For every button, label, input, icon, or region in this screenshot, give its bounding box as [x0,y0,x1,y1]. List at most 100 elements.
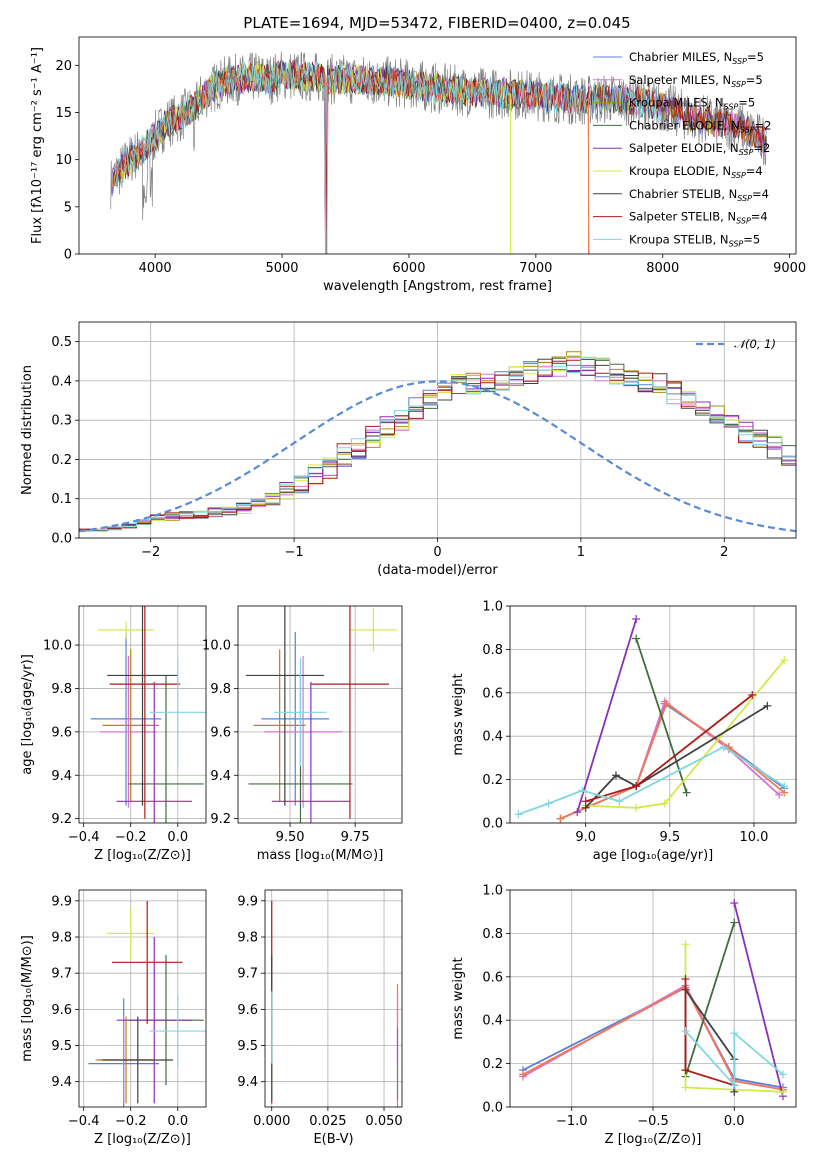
series-marker [632,634,641,643]
y-tick-label: 0.0 [482,817,503,832]
legend-text: Kroupa ELODIE, N [629,164,731,178]
x-axis-label: mass [log₁₀(M/M⊙)] [257,848,384,863]
series-marker [780,656,789,665]
x-tick-label: −1.0 [556,1114,588,1129]
series-line-chabrier_stelib [585,705,768,809]
x-tick-label: 1 [577,545,585,560]
y-tick-label: 0 [64,248,72,263]
y-tick-label: 9.9 [237,894,258,909]
series-marker [779,1070,787,1079]
axes-frame [509,889,797,1108]
legend-text: Chabrier STELIB, N [629,187,737,201]
legend-eq: =4 [751,210,768,224]
errorbar-point [274,658,327,767]
plot-area-spectrum [110,51,768,254]
y-tick-label: 1.0 [482,884,503,899]
y-tick-label: 15 [55,106,72,121]
axes-frame [78,321,797,539]
y-tick-label: 9.2 [210,812,231,827]
legend-eq: =5 [746,73,763,87]
y-tick-label: 9.4 [210,769,231,784]
series-marker [748,690,757,699]
series-marker [730,1029,739,1038]
series-line-salpeter_elodie [733,902,784,1097]
series-marker [763,701,772,710]
x-tick-label: 9000 [773,261,806,276]
errorbar-point [349,608,397,652]
x-tick-label: 6000 [392,261,425,276]
x-axis-label: Z [log₁₀(Z/Z⊙)] [605,1132,702,1147]
normal-curve [79,380,796,533]
plot-area-massweight_vs_age [514,615,789,823]
legend-text: Salpeter STELIB, N [629,210,736,224]
y-tick-label: 10.0 [202,639,231,654]
series-marker [682,788,691,797]
legend-label: Chabrier STELIB, NSSP=4 [629,187,769,203]
y-tick-label: 10.0 [43,639,72,654]
x-tick-label: −1 [285,545,304,560]
y-tick-label: 9.4 [237,1075,258,1090]
series-marker [519,1070,527,1079]
x-axis-label: age [log₁₀(age/yr)] [593,848,714,863]
legend-sub: SSP [724,103,739,112]
y-tick-label: 9.6 [237,1003,258,1018]
legend-sub: SSP [737,194,752,203]
errorbar-point [102,649,159,802]
histogram-kroupa_stelib [79,357,796,532]
panel-age_vs_Z: −0.4 −0.2 0.0 9.2 9.4 9.6 9.8 10.0 Z [log₁₀(Z/Z⊙… [20,605,207,863]
x-tick-label: −0.2 [115,1114,147,1129]
panel-massweight_vs_Z: −1.0 −0.5 0.0 0.0 0.2 0.4 0.6 0.8 1.0 Z [log₁₀(Z/… [451,884,797,1147]
errorbar-point [271,681,350,823]
errorbar-point [149,994,206,1068]
y-tick-label: 5 [64,200,72,215]
histogram-salpeter_miles [79,357,796,532]
series-line-kroupa_stelib [684,1030,784,1088]
x-tick-label: 9.75 [341,830,370,845]
y-tick-label: 0.8 [482,643,503,658]
axes-frame [509,605,797,824]
series-line-salpeter_elodie [576,618,638,813]
legend-label: Salpeter MILES, NSSP=5 [629,73,763,89]
y-tick-label: 0.4 [482,1014,503,1029]
x-axis-label: (data-model)/error [377,563,498,578]
errorbar-point [111,900,183,1024]
series-line-orange [522,986,784,1091]
series-marker [730,899,739,908]
series-marker [681,1027,690,1036]
x-tick-label: −0.2 [115,830,147,845]
legend-label: Kroupa ELODIE, NSSP=4 [629,164,763,180]
legend-label: Chabrier ELODIE, NSSP=2 [629,118,771,134]
x-tick-label: 0.0 [167,830,188,845]
series-marker [632,803,641,812]
legend-sub: SSP [740,125,755,134]
figure-title: PLATE=1694, MJD=53472, FIBERID=0400, z=0… [243,14,630,32]
errorbar-point [102,1016,174,1104]
series-line-orange [560,702,785,820]
errorbar-point [107,606,178,806]
y-tick-label: 9.8 [51,931,72,946]
legend-eq: =2 [753,141,770,155]
errorbar-point [261,632,330,806]
y-tick-label: 9.4 [51,1075,72,1090]
y-tick-label: 9.8 [237,931,258,946]
plot-area-residuals [79,351,796,533]
y-tick-label: 9.8 [210,682,231,697]
x-axis-label: Z [log₁₀(Z/Z⊙)] [94,848,191,863]
legend-eq: =5 [743,232,760,246]
series-marker [780,782,789,791]
panel-spectrum: 4000 5000 6000 7000 8000 9000 0 5 10 15 20 waveleng… [30,36,806,294]
x-tick-label: 0.0 [724,1114,745,1129]
legend-sub: SSP [731,171,746,180]
axes-frame [264,889,403,1108]
x-tick-label: 0 [433,545,441,560]
panel-massweight_vs_age: 9.0 9.5 10.0 0.0 0.2 0.4 0.6 0.8 1.0 age [log₁₀(a… [451,600,797,863]
legend-eq: =2 [755,118,772,132]
x-tick-label: 2 [720,545,728,560]
series-marker [662,699,671,708]
y-tick-label: 0.0 [482,1101,503,1116]
series-marker [681,974,690,983]
plot-area-mass_vs_EBV [271,900,399,1107]
histogram-kroupa_elodie [79,355,796,531]
legend-label: Kroupa MILES, NSSP=5 [629,96,755,112]
